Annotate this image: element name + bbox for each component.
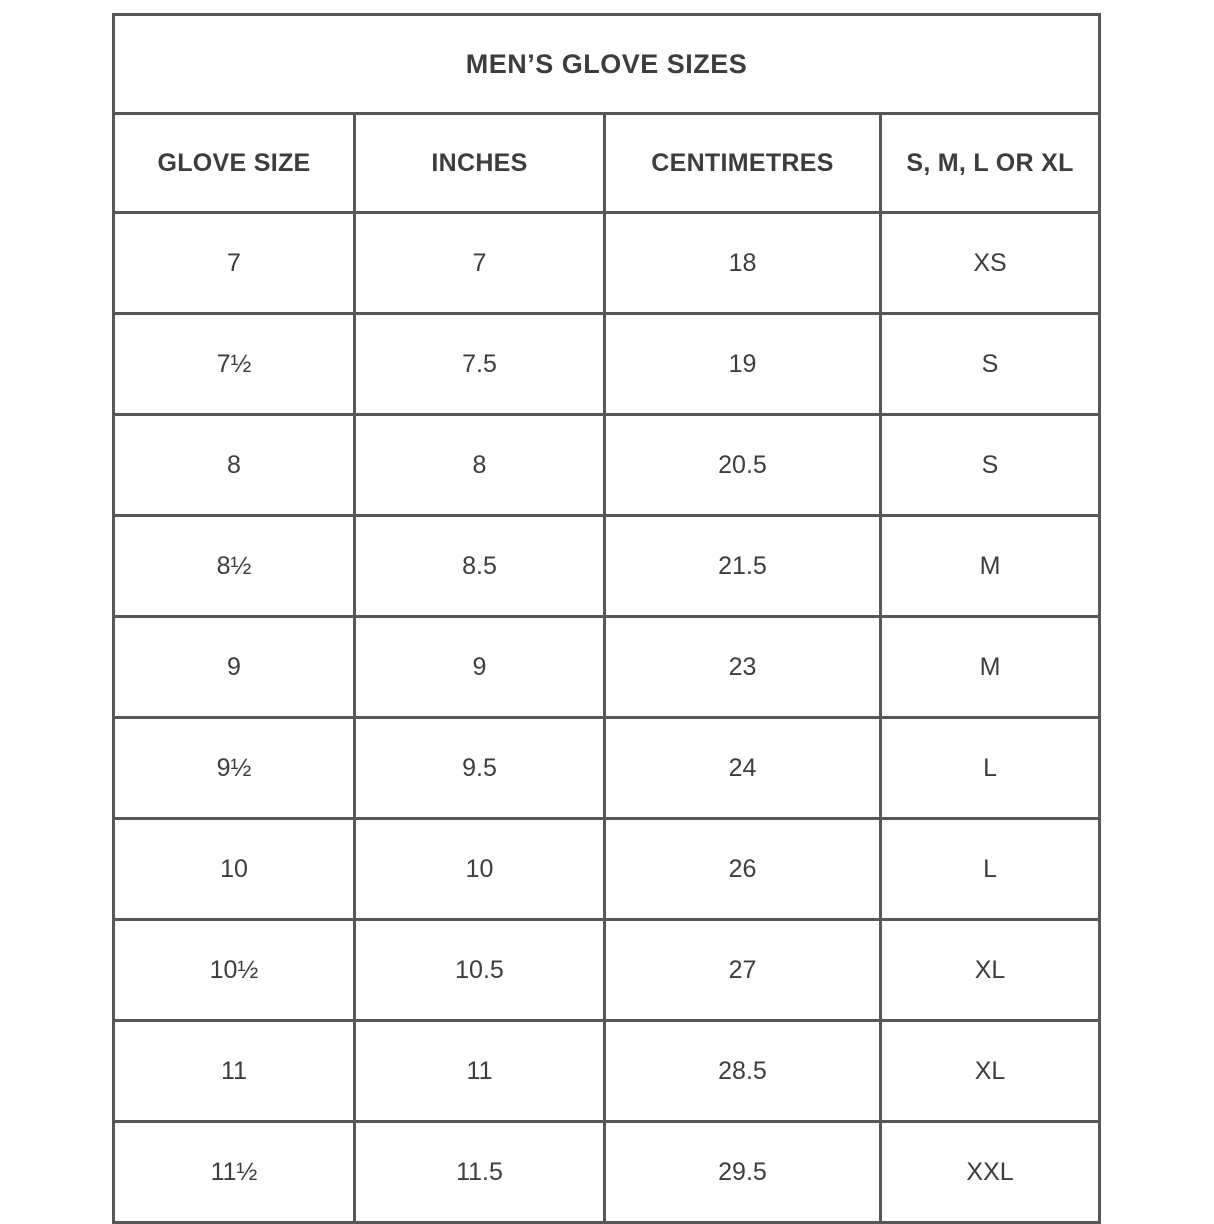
cell-centimetres: 28.5 bbox=[603, 1019, 882, 1123]
column-header-letter-size: S, M, L OR XL bbox=[878, 112, 1102, 214]
table-row: 9½ 9.5 24 L bbox=[112, 716, 1102, 820]
cell-letter-size: S bbox=[878, 312, 1102, 416]
cell-centimetres: 29.5 bbox=[603, 1120, 882, 1224]
cell-glove-size: 7 bbox=[112, 211, 356, 315]
cell-inches: 11 bbox=[353, 1019, 606, 1123]
table-title-row: MEN’S GLOVE SIZES bbox=[111, 13, 1102, 115]
cell-glove-size: 10 bbox=[112, 817, 356, 921]
table-row: 8½ 8.5 21.5 M bbox=[112, 514, 1102, 618]
cell-letter-size: XL bbox=[878, 918, 1102, 1022]
table-row: 11 11 28.5 XL bbox=[112, 1019, 1102, 1123]
cell-glove-size: 11½ bbox=[112, 1120, 356, 1224]
cell-letter-size: XS bbox=[878, 211, 1102, 315]
cell-centimetres: 18 bbox=[603, 211, 882, 315]
cell-letter-size: M bbox=[878, 615, 1102, 719]
cell-glove-size: 8½ bbox=[112, 514, 356, 618]
glove-size-chart: MEN’S GLOVE SIZES GLOVE SIZE INCHES CENT… bbox=[111, 13, 1102, 1224]
cell-letter-size: XXL bbox=[878, 1120, 1102, 1224]
cell-glove-size: 11 bbox=[112, 1019, 356, 1123]
cell-letter-size: XL bbox=[878, 1019, 1102, 1123]
table-row: 7½ 7.5 19 S bbox=[112, 312, 1102, 416]
cell-centimetres: 19 bbox=[603, 312, 882, 416]
cell-centimetres: 21.5 bbox=[603, 514, 882, 618]
cell-glove-size: 7½ bbox=[112, 312, 356, 416]
cell-centimetres: 27 bbox=[603, 918, 882, 1022]
cell-glove-size: 8 bbox=[112, 413, 356, 517]
cell-inches: 8 bbox=[353, 413, 606, 517]
table-title: MEN’S GLOVE SIZES bbox=[111, 13, 1102, 115]
column-header-centimetres: CENTIMETRES bbox=[603, 112, 882, 214]
column-header-inches: INCHES bbox=[353, 112, 606, 214]
cell-inches: 9.5 bbox=[353, 716, 606, 820]
cell-centimetres: 24 bbox=[603, 716, 882, 820]
table-row: 9 9 23 M bbox=[112, 615, 1102, 719]
cell-glove-size: 10½ bbox=[112, 918, 356, 1022]
table-row: 7 7 18 XS bbox=[112, 211, 1102, 315]
cell-glove-size: 9½ bbox=[112, 716, 356, 820]
cell-inches: 10 bbox=[353, 817, 606, 921]
cell-centimetres: 20.5 bbox=[603, 413, 882, 517]
cell-inches: 9 bbox=[353, 615, 606, 719]
cell-letter-size: S bbox=[878, 413, 1102, 517]
cell-glove-size: 9 bbox=[112, 615, 356, 719]
cell-inches: 7 bbox=[353, 211, 606, 315]
table-row: 10½ 10.5 27 XL bbox=[112, 918, 1102, 1022]
column-header-glove-size: GLOVE SIZE bbox=[112, 112, 356, 214]
cell-letter-size: M bbox=[878, 514, 1102, 618]
cell-inches: 10.5 bbox=[353, 918, 606, 1022]
table-row: 8 8 20.5 S bbox=[112, 413, 1102, 517]
cell-centimetres: 26 bbox=[603, 817, 882, 921]
table-header-row: GLOVE SIZE INCHES CENTIMETRES S, M, L OR… bbox=[112, 112, 1102, 214]
mens-glove-sizes-table: MEN’S GLOVE SIZES GLOVE SIZE INCHES CENT… bbox=[111, 13, 1102, 1224]
cell-inches: 8.5 bbox=[353, 514, 606, 618]
cell-letter-size: L bbox=[878, 817, 1102, 921]
cell-inches: 11.5 bbox=[353, 1120, 606, 1224]
table-row: 11½ 11.5 29.5 XXL bbox=[112, 1120, 1102, 1224]
cell-letter-size: L bbox=[878, 716, 1102, 820]
table-row: 10 10 26 L bbox=[112, 817, 1102, 921]
cell-centimetres: 23 bbox=[603, 615, 882, 719]
cell-inches: 7.5 bbox=[353, 312, 606, 416]
